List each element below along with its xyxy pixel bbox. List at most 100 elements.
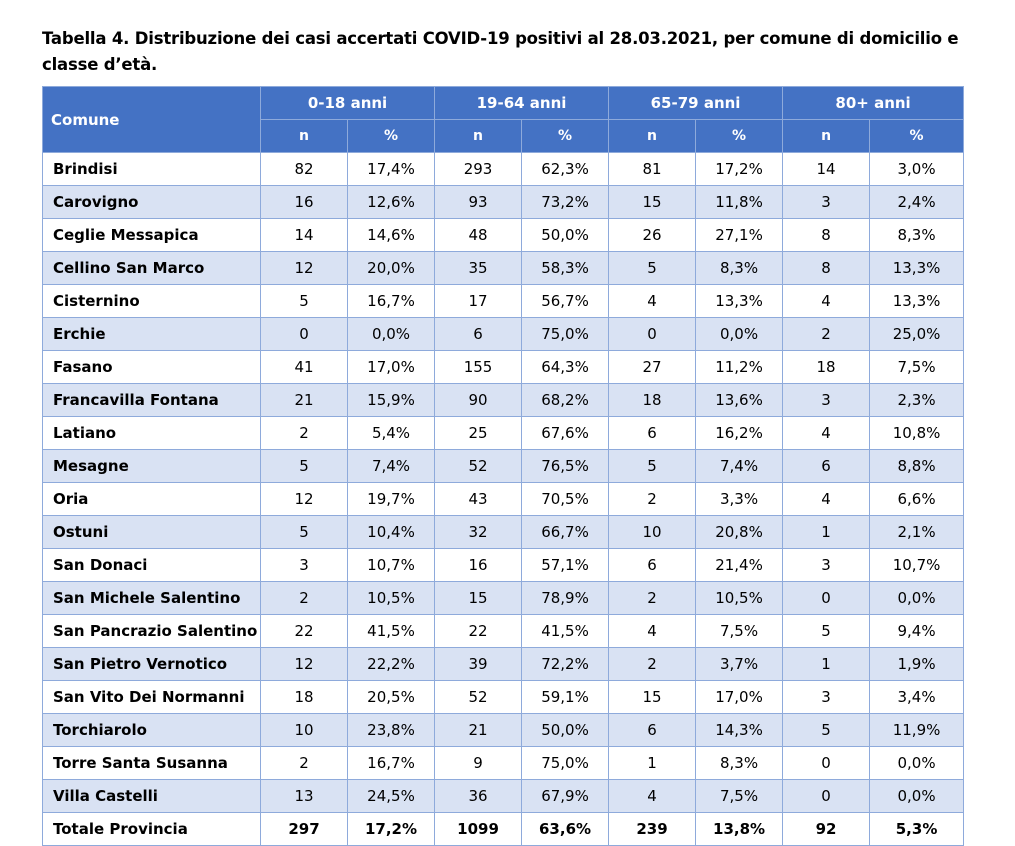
count-cell: 5: [782, 713, 871, 747]
percent-cell: 62,3%: [521, 152, 610, 186]
percent-cell: 6,6%: [869, 482, 965, 516]
count-cell: 8: [782, 251, 871, 285]
count-cell: 16: [260, 185, 348, 219]
count-cell: 12: [260, 251, 348, 285]
count-cell: 17: [434, 284, 523, 318]
count-cell: 15: [434, 581, 523, 615]
count-cell: 18: [782, 350, 871, 384]
comune-cell: Ceglie Messapica: [42, 218, 261, 252]
count-cell: 48: [434, 218, 523, 252]
count-cell: 93: [434, 185, 523, 219]
table-row: Ceglie Messapica 14 14,6% 48 50,0% 26 27,1% 8 8,…: [42, 218, 965, 252]
count-cell: 3: [782, 383, 871, 417]
count-cell: 92: [782, 812, 871, 846]
count-cell: 155: [434, 350, 523, 384]
percent-cell: 19,7%: [346, 482, 436, 516]
percent-cell: 17,4%: [346, 152, 436, 186]
percent-cell: 73,2%: [521, 185, 610, 219]
group-header-row: Comune 0-18 anni 19-64 anni 65-79 anni 8…: [42, 86, 965, 153]
count-cell: 2: [260, 746, 348, 780]
table-row: Francavilla Fontana 21 15,9% 90 68,2% 18 13,6%…: [42, 383, 965, 417]
percent-cell: 76,5%: [521, 449, 610, 483]
percent-cell: 16,7%: [346, 746, 436, 780]
comune-cell: Francavilla Fontana: [42, 383, 261, 417]
percent-cell: 13,6%: [695, 383, 784, 417]
count-cell: 81: [608, 152, 697, 186]
group-header: 19-64 anni: [434, 86, 610, 120]
percent-cell: 17,0%: [695, 680, 784, 714]
comune-cell: Cellino San Marco: [42, 251, 261, 285]
percent-cell: 68,2%: [521, 383, 610, 417]
count-cell: 6: [608, 416, 697, 450]
percent-cell: 64,3%: [521, 350, 610, 384]
percent-cell: 9,4%: [869, 614, 965, 648]
percent-cell: 67,9%: [521, 779, 610, 813]
percent-cell: 25,0%: [869, 317, 965, 351]
group-header: 80+ anni: [782, 86, 965, 120]
comune-cell: Carovigno: [42, 185, 261, 219]
percent-cell: 10,4%: [346, 515, 436, 549]
percent-cell: 67,6%: [521, 416, 610, 450]
count-cell: 1: [782, 515, 871, 549]
percent-cell: 20,0%: [346, 251, 436, 285]
comune-cell: Cisternino: [42, 284, 261, 318]
total-row: Totale Provincia 297 17,2% 1099 63,6% 239 13,8…: [42, 812, 965, 846]
count-cell: 52: [434, 449, 523, 483]
count-cell: 18: [260, 680, 348, 714]
count-cell: 5: [608, 449, 697, 483]
table-row: San Vito Dei Normanni 18 20,5% 52 59,1% 15 17,…: [42, 680, 965, 714]
comune-cell: Torre Santa Susanna: [42, 746, 261, 780]
percent-cell: 17,2%: [346, 812, 436, 846]
percent-cell: 0,0%: [695, 317, 784, 351]
count-cell: 4: [608, 614, 697, 648]
count-cell: 52: [434, 680, 523, 714]
table-row: Brindisi 82 17,4% 293 62,3% 81 17,2% 14 3,0%: [42, 152, 965, 186]
count-cell: 239: [608, 812, 697, 846]
count-cell: 5: [260, 449, 348, 483]
count-cell: 15: [608, 680, 697, 714]
count-cell: 4: [782, 284, 871, 318]
table-header: Comune 0-18 anni 19-64 anni 65-79 anni 8…: [42, 86, 965, 153]
count-cell: 15: [608, 185, 697, 219]
percent-cell: 23,8%: [346, 713, 436, 747]
comune-cell: Mesagne: [42, 449, 261, 483]
count-cell: 90: [434, 383, 523, 417]
percent-cell: 27,1%: [695, 218, 784, 252]
table-row: Cisternino 5 16,7% 17 56,7% 4 13,3% 4 13,3%: [42, 284, 965, 318]
percent-cell: 3,4%: [869, 680, 965, 714]
percent-cell: 0,0%: [869, 779, 965, 813]
sub-header: n: [782, 119, 871, 153]
count-cell: 1099: [434, 812, 523, 846]
sub-header: %: [521, 119, 610, 153]
table-row: San Pietro Vernotico 12 22,2% 39 72,2% 2 3,7% 1…: [42, 647, 965, 681]
count-cell: 0: [608, 317, 697, 351]
percent-cell: 3,7%: [695, 647, 784, 681]
comune-cell: Villa Castelli: [42, 779, 261, 813]
percent-cell: 63,6%: [521, 812, 610, 846]
percent-cell: 70,5%: [521, 482, 610, 516]
count-cell: 0: [260, 317, 348, 351]
comune-cell: Oria: [42, 482, 261, 516]
table-row: Erchie 0 0,0% 6 75,0% 0 0,0% 2 25,0%: [42, 317, 965, 351]
percent-cell: 13,8%: [695, 812, 784, 846]
percent-cell: 8,8%: [869, 449, 965, 483]
percent-cell: 12,6%: [346, 185, 436, 219]
percent-cell: 13,3%: [869, 251, 965, 285]
sub-header: %: [695, 119, 784, 153]
comune-cell: San Vito Dei Normanni: [42, 680, 261, 714]
count-cell: 26: [608, 218, 697, 252]
table-row: Oria 12 19,7% 43 70,5% 2 3,3% 4 6,6%: [42, 482, 965, 516]
percent-cell: 17,0%: [346, 350, 436, 384]
group-header: 65-79 anni: [608, 86, 784, 120]
count-cell: 36: [434, 779, 523, 813]
comune-cell: Latiano: [42, 416, 261, 450]
count-cell: 2: [608, 581, 697, 615]
percent-cell: 75,0%: [521, 746, 610, 780]
percent-cell: 17,2%: [695, 152, 784, 186]
count-cell: 18: [608, 383, 697, 417]
percent-cell: 0,0%: [869, 746, 965, 780]
percent-cell: 10,7%: [869, 548, 965, 582]
count-cell: 14: [782, 152, 871, 186]
sub-header-row: n % n % n % n %: [43, 119, 965, 153]
count-cell: 13: [260, 779, 348, 813]
